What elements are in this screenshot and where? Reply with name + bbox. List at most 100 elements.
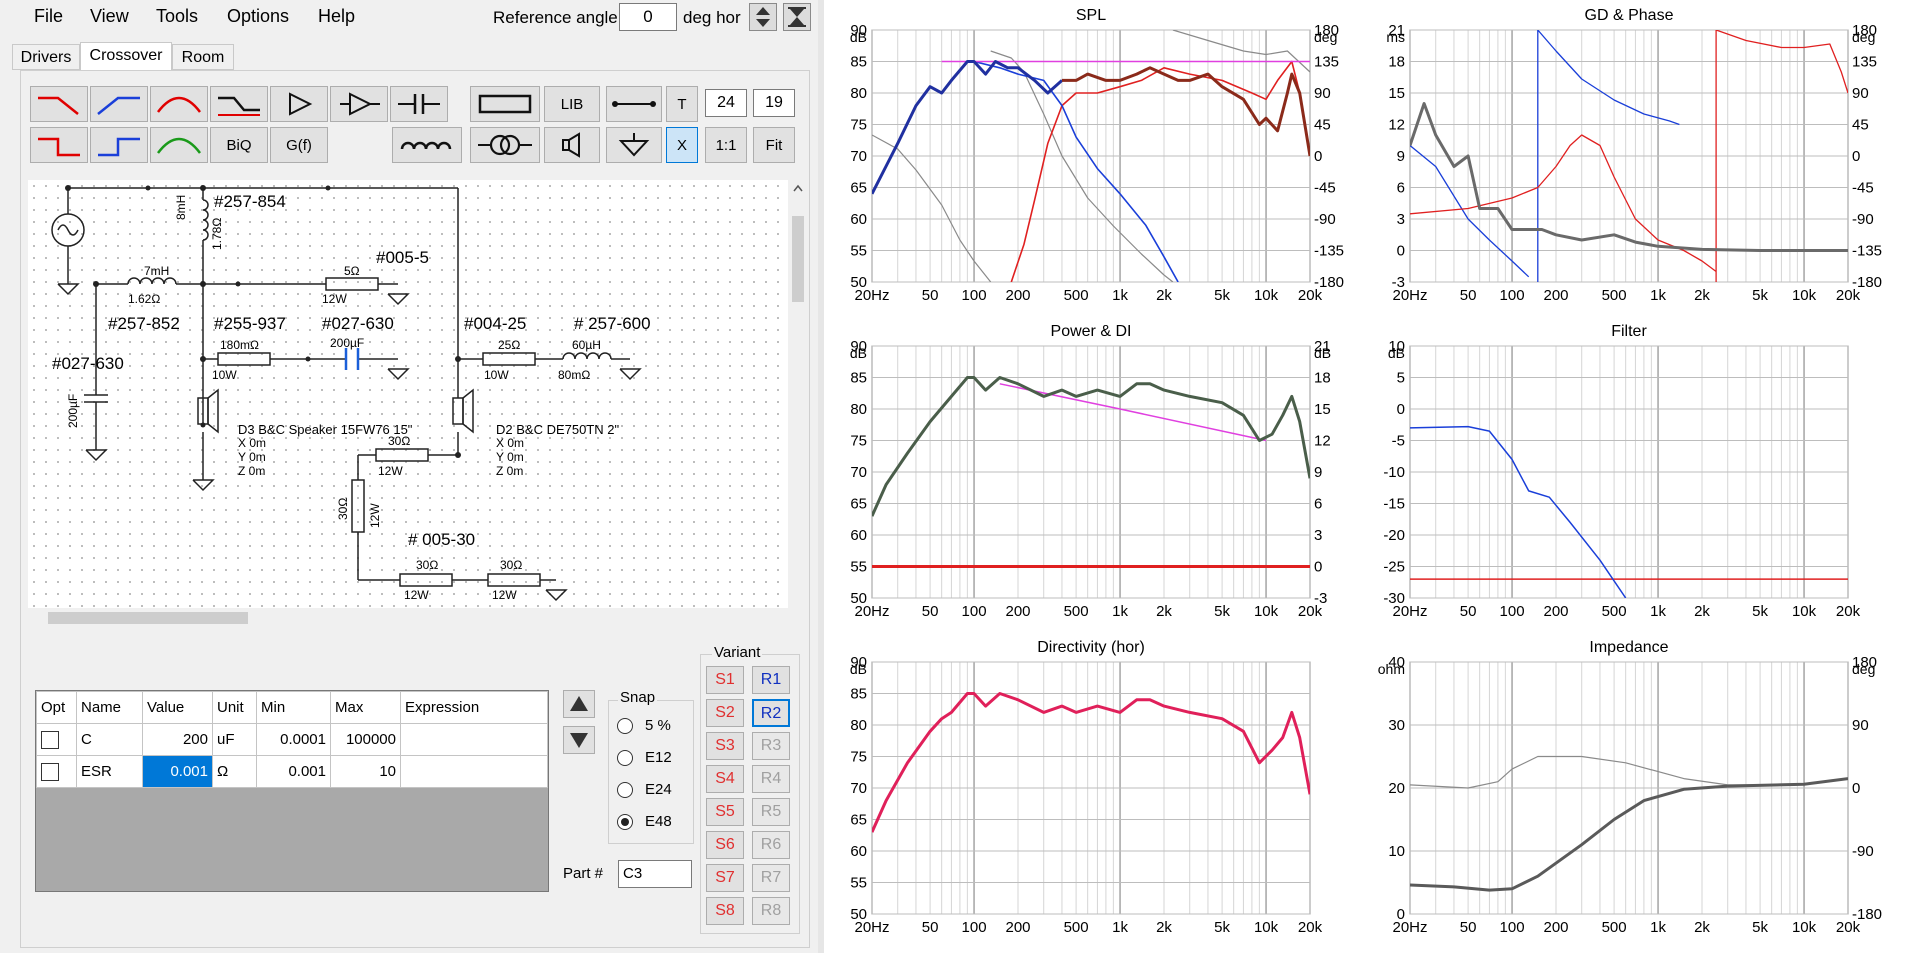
spl-chart[interactable]: 90 85 80 75 70 65 60 55 50 180 135 90 45 0 -45 -90 -135 -… xyxy=(826,0,1356,312)
value-1-62ohm: 1.62Ω xyxy=(128,292,161,306)
resistor-button[interactable] xyxy=(470,86,540,122)
x-toggle-button[interactable]: X xyxy=(666,127,698,163)
snap-label-e48: E48 xyxy=(645,813,672,830)
allpass-button[interactable] xyxy=(150,127,208,163)
snap-radio-5pct[interactable] xyxy=(617,718,633,734)
param-value[interactable]: 200 xyxy=(142,723,213,756)
inductor-button[interactable] xyxy=(392,127,462,163)
buffer-button[interactable] xyxy=(270,86,328,122)
capacitor-button[interactable] xyxy=(390,86,448,122)
table-row[interactable]: C 200 uF 0.0001 100000 xyxy=(36,723,548,756)
tab-crossover[interactable]: Crossover xyxy=(80,42,172,71)
variant-r8-button[interactable]: R8 xyxy=(752,897,790,925)
variant-r7-button[interactable]: R7 xyxy=(752,864,790,892)
grid-x-input[interactable]: 24 xyxy=(705,89,747,117)
opt-checkbox[interactable] xyxy=(41,730,59,749)
param-max[interactable]: 10 xyxy=(330,755,401,788)
param-value[interactable]: 0.001 xyxy=(142,755,213,788)
zoom-1to1-button[interactable]: 1:1 xyxy=(705,127,747,163)
shelf-button[interactable] xyxy=(210,86,268,122)
tab-room[interactable]: Room xyxy=(172,44,234,70)
opamp-button[interactable] xyxy=(330,86,388,122)
variant-s7-button[interactable]: S7 xyxy=(706,864,744,892)
splitter[interactable] xyxy=(818,0,824,953)
x-tick: 2k xyxy=(1694,603,1710,620)
sweep-button[interactable] xyxy=(783,3,811,31)
opt-checkbox[interactable] xyxy=(41,762,59,781)
y-tick-right: 135 xyxy=(1314,54,1339,71)
move-up-button[interactable] xyxy=(563,690,595,718)
part-input[interactable]: C3 xyxy=(618,860,692,888)
ground-button[interactable] xyxy=(606,127,662,163)
gf-button[interactable]: G(f) xyxy=(270,127,328,163)
param-expression[interactable] xyxy=(400,723,548,756)
param-expression[interactable] xyxy=(400,755,548,788)
menu-view[interactable]: View xyxy=(90,6,129,26)
spin-updown-button[interactable] xyxy=(749,3,777,31)
param-min[interactable]: 0.001 xyxy=(256,755,331,788)
impedance-chart[interactable]: 40 30 20 10 0 180 90 0 -90 -180 Impedance ohm deg 20H… xyxy=(1364,632,1894,944)
x-tick: 500 xyxy=(1064,919,1089,936)
grid-y-input[interactable]: 19 xyxy=(753,89,795,117)
inductor-icon xyxy=(400,141,452,150)
highpass-button[interactable] xyxy=(90,86,148,122)
library-button[interactable]: LIB xyxy=(544,86,600,122)
shelf-icon xyxy=(218,96,260,116)
snap-radio-e12[interactable] xyxy=(617,750,633,766)
wire-button[interactable] xyxy=(606,86,662,122)
table-row[interactable]: ESR 0.001 Ω 0.001 10 xyxy=(36,755,548,788)
y-tick-right: 3 xyxy=(1314,527,1322,544)
series-line xyxy=(872,692,1310,833)
move-down-button[interactable] xyxy=(563,726,595,754)
filter-chart[interactable]: 10 5 0 -5 -10 -15 -20 -25 -30 Filter dB 20Hz 50 100 20… xyxy=(1364,316,1894,628)
y-unit-left: dB xyxy=(1388,345,1405,361)
variant-s6-button[interactable]: S6 xyxy=(706,831,744,859)
y-tick-right: -90 xyxy=(1852,211,1874,228)
triangle-amp-icon xyxy=(289,92,313,116)
variant-r3-button[interactable]: R3 xyxy=(752,732,790,760)
transformer-button[interactable] xyxy=(470,127,540,163)
menu-file[interactable]: File xyxy=(34,6,64,26)
variant-r6-button[interactable]: R6 xyxy=(752,831,790,859)
menu-options[interactable]: Options xyxy=(227,6,290,26)
variant-r5-button[interactable]: R5 xyxy=(752,798,790,826)
col-opt: Opt xyxy=(36,691,77,724)
series-line xyxy=(872,134,992,282)
d2-x: X 0m xyxy=(496,436,525,450)
lowpass2-button[interactable] xyxy=(30,127,88,163)
variant-s5-button[interactable]: S5 xyxy=(706,798,744,826)
biquad-button[interactable]: BiQ xyxy=(210,127,268,163)
variant-group xyxy=(700,654,800,934)
lowpass-button[interactable] xyxy=(30,86,88,122)
menu-help[interactable]: Help xyxy=(318,6,356,26)
value-10w-b: 10W xyxy=(484,368,509,382)
highpass2-button[interactable] xyxy=(90,127,148,163)
y-tick-left: 55 xyxy=(850,243,867,260)
y-tick-right: 90 xyxy=(1314,85,1331,102)
zoom-fit-button[interactable]: Fit xyxy=(753,127,795,163)
directivity-chart[interactable]: 90 85 80 75 70 65 60 55 50 Directivity (hor) dB 20H… xyxy=(826,632,1356,944)
param-max[interactable]: 100000 xyxy=(330,723,401,756)
variant-s1-button[interactable]: S1 xyxy=(706,666,744,694)
variant-s2-button[interactable]: S2 xyxy=(706,699,744,727)
speaker-button[interactable] xyxy=(544,127,600,163)
schematic-vscroll[interactable] xyxy=(790,180,806,608)
snap-radio-e48[interactable] xyxy=(617,814,633,830)
variant-r2-button[interactable]: R2 xyxy=(752,699,790,727)
variant-s8-button[interactable]: S8 xyxy=(706,897,744,925)
reference-angle-input[interactable]: 0 xyxy=(619,3,677,31)
text-button[interactable]: T xyxy=(666,86,698,122)
variant-s3-button[interactable]: S3 xyxy=(706,732,744,760)
menu-tools[interactable]: Tools xyxy=(156,6,199,26)
schematic-canvas[interactable]: #257-854 #005-5 #257-852 #255-937 #027-6… xyxy=(28,180,788,608)
tab-drivers[interactable]: Drivers xyxy=(12,44,80,70)
variant-r4-button[interactable]: R4 xyxy=(752,765,790,793)
snap-radio-e24[interactable] xyxy=(617,782,633,798)
schematic-hscroll[interactable] xyxy=(28,610,788,626)
param-min[interactable]: 0.0001 xyxy=(256,723,331,756)
power-di-chart[interactable]: 90 85 80 75 70 65 60 55 50 21 18 15 12 9 6 3 0 -3 Power & … xyxy=(826,316,1356,628)
gd-phase-chart[interactable]: 21 18 15 12 9 6 3 0 -3 180 135 90 45 0 -45 -90 -135 -180 G… xyxy=(1364,0,1894,312)
variant-r1-button[interactable]: R1 xyxy=(752,666,790,694)
bandpass-button[interactable] xyxy=(150,86,208,122)
variant-s4-button[interactable]: S4 xyxy=(706,765,744,793)
